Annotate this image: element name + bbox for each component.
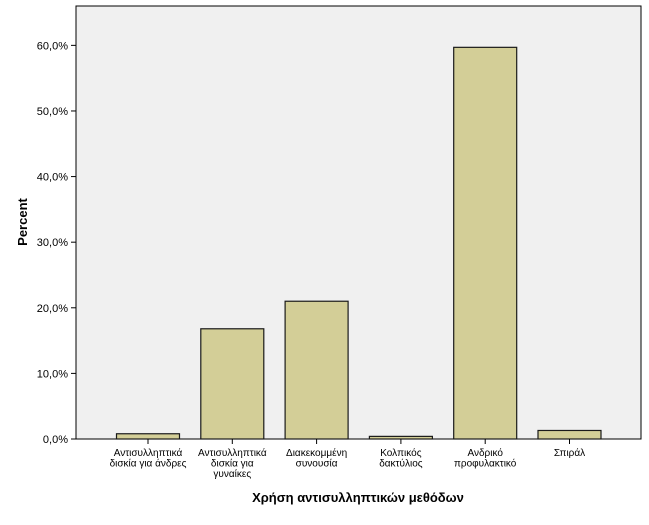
x-tick-label: Αντισυλληπτικά [198,447,267,459]
y-tick-label: 30,0% [37,237,68,249]
x-tick-label: Αντισυλληπτικά [114,447,183,459]
x-tick-label: δακτύλιος [379,458,423,470]
x-tick-label: Σπιράλ [554,447,585,459]
x-tick-label: συνουσία [296,458,338,470]
bar [368,435,433,440]
y-tick-label: 50,0% [37,106,68,118]
y-axis: 0,0% 10,0% 20,0% 30,0% 40,0% 50,0% 60,0% [37,40,76,446]
plot-area [75,5,642,440]
bar [200,328,265,440]
bar [537,429,602,440]
y-axis-title: Percent [15,197,30,245]
y-tick-label: 60,0% [37,40,68,52]
y-tick-label: 10,0% [37,368,68,380]
x-tick-label: Διακεκομμένη [286,447,347,459]
bar [284,300,349,440]
x-axis-title: Χρήση αντισυλληπτικών μεθόδων [252,490,464,505]
x-tick-label: προφυλακτικό [454,458,517,470]
x-tick-label: δισκία για άνδρες [110,458,187,470]
y-tick-label: 0,0% [43,434,68,446]
bars-layer [115,46,602,440]
x-tick-label: Ανδρικό [467,447,503,459]
bar [115,433,181,440]
x-tick-label: δισκία για [211,458,254,470]
y-tick-label: 20,0% [37,303,68,315]
bar [453,46,518,440]
x-tick-label: γυναίκες [213,468,251,480]
y-tick-label: 40,0% [37,172,68,184]
x-tick-label: Κολπικός [380,447,421,459]
